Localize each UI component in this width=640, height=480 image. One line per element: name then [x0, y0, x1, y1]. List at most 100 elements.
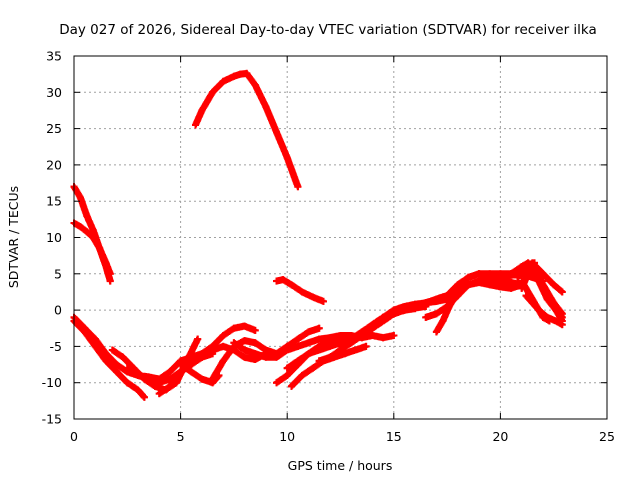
data-point [273, 277, 281, 285]
y-tick-label: 15 [46, 194, 62, 209]
data-point [358, 332, 366, 340]
data-point [294, 183, 302, 191]
data-point [102, 357, 110, 365]
x-tick-label: 0 [70, 429, 78, 444]
grid-lines [74, 56, 607, 419]
data-point [241, 346, 249, 354]
data-point [89, 226, 97, 234]
data-point [192, 121, 200, 129]
data-point [400, 306, 408, 314]
data-point [279, 276, 287, 284]
data-point [230, 339, 238, 347]
data-point [123, 379, 131, 387]
data-point [96, 244, 104, 252]
data-point [187, 368, 195, 376]
series-track [192, 69, 302, 191]
data-point [241, 322, 249, 330]
data-point [140, 393, 148, 401]
data-point [102, 259, 110, 267]
data-point [219, 77, 227, 85]
data-point [262, 353, 270, 361]
data-point [558, 288, 566, 296]
data-point [315, 357, 323, 365]
data-point [294, 342, 302, 350]
y-tick-label: 0 [54, 303, 62, 318]
data-point [432, 297, 440, 305]
data-point [283, 364, 291, 372]
data-point [219, 357, 227, 365]
data-point [496, 283, 504, 291]
data-point [241, 353, 249, 361]
data-point [513, 273, 521, 281]
data-point [198, 353, 206, 361]
data-point [155, 379, 163, 387]
data-point [390, 332, 398, 340]
x-tick-label: 15 [386, 429, 402, 444]
data-point [531, 266, 539, 274]
data-point [475, 270, 483, 278]
data-point [91, 342, 99, 350]
data-point [177, 361, 185, 369]
data-point [315, 324, 323, 332]
data-point [558, 321, 566, 329]
data-point [533, 302, 541, 310]
data-point [251, 339, 259, 347]
data-point [243, 69, 251, 77]
data-point [113, 361, 121, 369]
data-point [486, 281, 494, 289]
data-point [166, 382, 174, 390]
series-arc-low-2 [70, 317, 148, 401]
y-tick-label: -10 [42, 375, 62, 390]
data-point [194, 335, 202, 343]
y-axis-label: SDTVAR / TECUs [6, 186, 21, 288]
data-point [432, 310, 440, 318]
data-point [319, 297, 327, 305]
data-point [287, 382, 295, 390]
data-point [315, 346, 323, 354]
y-tick-label: -15 [42, 412, 62, 427]
axis-ticks: 0 5 10 15 20 25 -15 -10 -5 0 5 10 15 20 25 30 35 [42, 49, 615, 445]
data-point [262, 103, 270, 111]
data-point [283, 371, 291, 379]
data-point [106, 277, 114, 285]
data-point [166, 368, 174, 376]
data-point [362, 342, 370, 350]
data-point [411, 302, 419, 310]
data-point [379, 334, 387, 342]
data-point [305, 328, 313, 336]
data-point [113, 368, 121, 376]
data-point [251, 350, 259, 358]
data-point [283, 346, 291, 354]
data-point [219, 342, 227, 350]
y-tick-label: 35 [46, 49, 62, 64]
data-point [309, 293, 317, 301]
data-point [309, 364, 317, 372]
data-point [230, 72, 238, 80]
data-point [134, 371, 142, 379]
chart-title: Day 027 of 2026, Sidereal Day-to-day VTE… [59, 22, 597, 38]
data-point [526, 292, 534, 300]
data-point [230, 324, 238, 332]
data-point [177, 368, 185, 376]
data-point [550, 281, 558, 289]
x-tick-label: 10 [279, 429, 295, 444]
data-point [486, 270, 494, 278]
data-point [187, 357, 195, 365]
x-tick-label: 20 [492, 429, 508, 444]
series-arc-peak [192, 69, 302, 191]
data-point [83, 228, 91, 236]
data-point [209, 375, 217, 383]
data-point [108, 346, 116, 354]
series-arc-low-8 [230, 332, 398, 361]
data-point [241, 337, 249, 345]
data-point [524, 259, 532, 267]
data-point [273, 128, 281, 136]
data-point [507, 270, 515, 278]
data-point [422, 313, 430, 321]
data-point [262, 346, 270, 354]
data-point [351, 346, 359, 354]
data-point [294, 357, 302, 365]
data-point [552, 317, 560, 325]
data-point [198, 106, 206, 114]
